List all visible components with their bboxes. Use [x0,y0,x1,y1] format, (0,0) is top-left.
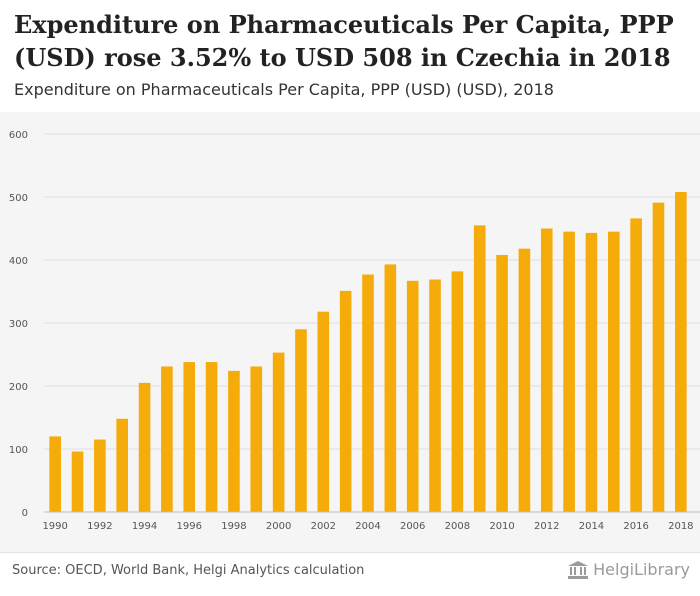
y-tick-label: 500 [9,193,28,204]
bar-1992 [94,439,106,512]
bar-2003 [339,290,352,512]
chart-subtitle: Expenditure on Pharmaceuticals Per Capit… [14,80,554,99]
x-tick-label: 2004 [355,521,380,532]
x-tick-label: 2010 [489,521,514,532]
y-tick-label: 100 [9,445,28,456]
x-tick-label: 1992 [87,521,112,532]
x-tick-label: 2016 [623,521,648,532]
bar-2016 [630,218,642,513]
x-tick-label: 2006 [400,521,425,532]
bar-2006 [406,280,419,512]
bar-2015 [607,231,620,512]
bar-1991 [71,451,84,512]
bar-2010 [496,254,508,512]
bar-1997 [205,362,218,512]
bar-1994 [138,382,151,512]
bar-1999 [250,366,263,512]
y-tick-label: 0 [22,508,28,519]
bar-1996 [183,362,196,512]
bar-2009 [473,225,486,512]
x-tick-label: 2008 [445,521,470,532]
bar-1990 [49,436,61,512]
x-tick-label: 1996 [177,521,202,532]
bar-2008 [451,271,464,512]
source-note: Source: OECD, World Bank, Helgi Analytic… [12,563,365,578]
x-tick-label: 2012 [534,521,559,532]
x-tick-label: 1994 [132,521,157,532]
x-tick-label: 1990 [42,521,67,532]
bar-1995 [161,366,173,512]
bar-2014 [585,232,598,512]
library-building-icon [568,560,589,579]
chart-title: Expenditure on Pharmaceuticals Per Capit… [14,10,674,72]
x-tick-label: 2002 [311,521,336,532]
bar-2017 [652,202,665,513]
x-tick-label: 2000 [266,521,291,532]
bar-2001 [295,329,307,512]
x-tick-label: 1998 [221,521,246,532]
bar-2007 [429,279,441,512]
bar-1993 [116,418,129,512]
bar-2018 [675,191,687,512]
bar-2002 [317,311,330,512]
x-tick-label: 2018 [668,521,693,532]
brand-name: HelgiLibrary [593,560,690,579]
footer-divider [0,552,700,553]
bar-2000 [272,352,285,512]
bar-chart: 0 100 200 300 400 500 600 1990 1992 1994 1996 1998 2… [9,130,700,532]
bar-2004 [362,274,374,512]
y-tick-label: 300 [9,319,28,330]
bar-2005 [384,264,397,512]
bar-2012 [540,228,553,512]
x-tick-label: 2014 [579,521,604,532]
y-tick-label: 600 [9,130,28,141]
bar-2011 [518,248,531,512]
brand-logo: HelgiLibrary [568,560,690,579]
bar-1998 [228,370,240,512]
bar-2013 [563,231,575,512]
y-tick-label: 400 [9,256,28,267]
y-tick-label: 200 [9,382,28,393]
